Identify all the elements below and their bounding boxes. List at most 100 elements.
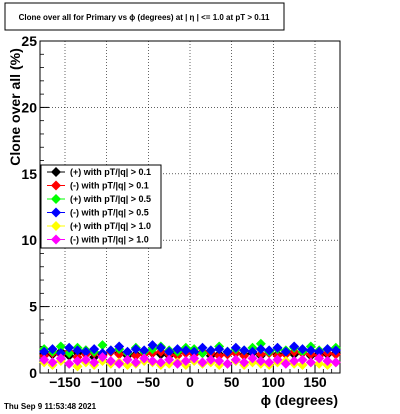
data-point: [105, 356, 116, 367]
data-point: [314, 358, 325, 369]
data-point: [264, 345, 275, 356]
data-point: [172, 358, 183, 369]
data-point: [105, 345, 116, 356]
data-point: [172, 344, 183, 355]
data-point: [214, 356, 225, 367]
data-point: [289, 356, 300, 367]
data-point: [80, 346, 91, 357]
legend-marker: [51, 234, 61, 245]
x-axis-title: ϕ (degrees): [261, 392, 338, 408]
data-point: [130, 344, 141, 355]
data-point: [55, 341, 66, 352]
data-point: [114, 358, 125, 369]
data-point: [247, 346, 258, 357]
data-point: [189, 346, 200, 357]
data-point: [264, 357, 275, 368]
data-point: [297, 344, 308, 355]
data-point: [39, 354, 50, 365]
legend-marker: [51, 221, 61, 231]
data-point: [72, 345, 83, 356]
data-point: [255, 344, 266, 355]
y-tick-label: 15: [21, 166, 37, 182]
x-tick-label: −50: [136, 374, 160, 390]
data-point: [322, 356, 333, 367]
data-point: [297, 354, 308, 365]
data-point: [314, 346, 325, 357]
legend-marker: [51, 194, 61, 204]
data-point: [189, 353, 200, 364]
data-point: [64, 348, 75, 359]
grid: [40, 41, 340, 373]
tick-labels: −150 −100 −50 0 50 100 150 0 5 10 15 20 25: [21, 33, 326, 390]
data-point: [214, 350, 225, 361]
data-point: [280, 346, 291, 357]
data-point: [114, 349, 125, 360]
data-point: [230, 354, 241, 365]
data-point: [97, 352, 108, 363]
data-point: [180, 356, 191, 367]
data-point: [147, 340, 158, 351]
legend: (+) with pT/|q| > 0.1 (-) with pT/|q| > 0…: [40, 164, 162, 249]
data-point: [130, 350, 141, 361]
x-tick-label: 100: [262, 374, 286, 390]
data-point: [130, 357, 141, 368]
x-tick-label: −100: [91, 374, 123, 390]
legend-marker: [51, 207, 61, 218]
data-point: [164, 354, 175, 365]
data-point: [72, 356, 83, 367]
title-frame: [4, 2, 285, 31]
data-point: [122, 354, 133, 365]
data-point: [255, 349, 266, 360]
x-tick-label: 0: [186, 374, 194, 390]
legend-marker: [51, 180, 61, 191]
y-tick-label: 5: [29, 299, 37, 315]
data-point: [222, 346, 233, 357]
data-point: [47, 344, 58, 355]
data-point: [239, 357, 250, 368]
data-point: [114, 341, 125, 352]
data-point: [72, 361, 83, 372]
legend-label: (+) with pT/|q| > 1.0: [70, 221, 151, 231]
data-point: [64, 358, 75, 369]
data-point: [47, 357, 58, 368]
legend-marker: [51, 167, 61, 177]
y-tick-label: 10: [21, 232, 37, 248]
y-tick-label: 20: [21, 99, 37, 115]
y-tick-label: 0: [29, 365, 37, 381]
data-point: [197, 342, 208, 353]
data-point: [147, 356, 158, 367]
legend-label: (+) with pT/|q| > 0.1: [70, 167, 151, 177]
legend-label: (-) with pT/|q| > 0.5: [70, 208, 149, 218]
data-point: [55, 353, 66, 364]
data-point: [197, 357, 208, 368]
data-point: [89, 357, 100, 368]
data-point: [122, 346, 133, 357]
data-point: [272, 342, 283, 353]
legend-label: (-) with pT/|q| > 1.0: [70, 235, 149, 245]
data-point: [330, 357, 341, 368]
data-point: [205, 354, 216, 365]
data-point: [39, 346, 50, 357]
data-point: [289, 341, 300, 352]
data-point: [255, 338, 266, 349]
data-markers: [39, 338, 341, 372]
x-tick-label: 150: [303, 374, 327, 390]
data-point: [89, 344, 100, 355]
data-point: [180, 345, 191, 356]
y-tick-label: 25: [21, 33, 37, 49]
data-point: [272, 354, 283, 365]
data-point: [305, 345, 316, 356]
data-point: [322, 344, 333, 355]
legend-label: (+) with pT/|q| > 0.5: [70, 194, 151, 204]
data-point: [122, 360, 133, 371]
data-point: [80, 354, 91, 365]
data-point: [205, 345, 216, 356]
data-point: [280, 358, 291, 369]
data-point: [305, 357, 316, 368]
data-point: [297, 360, 308, 371]
chart-title: Clone over all for Primary vs ϕ (degrees…: [19, 13, 270, 22]
data-point: [55, 348, 66, 359]
timestamp: Thu Sep 9 11:53:48 2021: [4, 402, 97, 411]
data-point: [155, 342, 166, 353]
